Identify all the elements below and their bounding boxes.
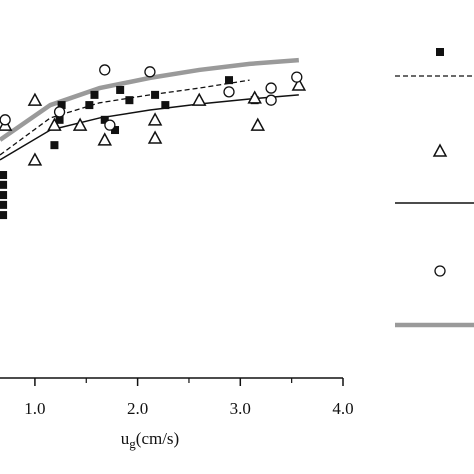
circle-marker <box>265 94 277 106</box>
square-marker <box>436 48 444 56</box>
square-marker <box>50 141 59 150</box>
triangle-marker <box>147 130 163 144</box>
triangle-marker <box>247 90 262 104</box>
triangle-marker <box>27 92 43 106</box>
square-marker <box>0 171 8 180</box>
circle-marker <box>144 66 156 78</box>
x-tick-label: 4.0 <box>332 399 353 418</box>
circle-marker <box>99 64 111 76</box>
triangle-marker <box>291 77 307 91</box>
x-label-rest: (cm/s) <box>136 429 179 448</box>
triangle-marker <box>147 112 163 126</box>
fit-line <box>0 57 300 142</box>
x-tick-label: 2.0 <box>127 399 148 418</box>
square-marker <box>125 96 134 105</box>
square-marker <box>0 180 8 189</box>
x-tick-label: 1.0 <box>24 399 45 418</box>
triangle-marker <box>47 117 62 131</box>
triangle-marker <box>97 132 113 146</box>
square-marker <box>0 191 8 200</box>
square-marker <box>225 76 234 85</box>
x-axis-label: ug(cm/s) <box>121 429 179 451</box>
square-marker <box>151 90 160 99</box>
square-marker <box>55 115 64 124</box>
square-marker <box>100 115 109 124</box>
circle-marker <box>0 114 11 126</box>
square-marker <box>161 101 170 110</box>
square-marker <box>85 101 94 110</box>
x-label-sub: g <box>129 436 136 451</box>
square-marker <box>116 85 125 94</box>
x-tick-label: 3.0 <box>230 399 251 418</box>
triangle-marker <box>432 143 448 157</box>
square-marker <box>0 211 8 220</box>
fit-line <box>0 79 250 156</box>
circle-marker <box>104 119 116 131</box>
triangle-marker <box>191 92 207 106</box>
x-label-main: u <box>121 429 130 448</box>
circle-marker <box>434 265 446 277</box>
square-marker <box>90 90 99 99</box>
circle-marker <box>223 86 235 98</box>
circle-marker <box>265 82 277 94</box>
square-marker <box>57 101 66 110</box>
circle-marker <box>53 106 66 118</box>
circle-marker <box>291 71 303 83</box>
triangle-marker <box>250 117 266 131</box>
triangle-marker <box>27 152 43 166</box>
triangle-marker <box>72 117 88 131</box>
square-marker <box>111 126 120 135</box>
square-marker <box>0 200 8 209</box>
